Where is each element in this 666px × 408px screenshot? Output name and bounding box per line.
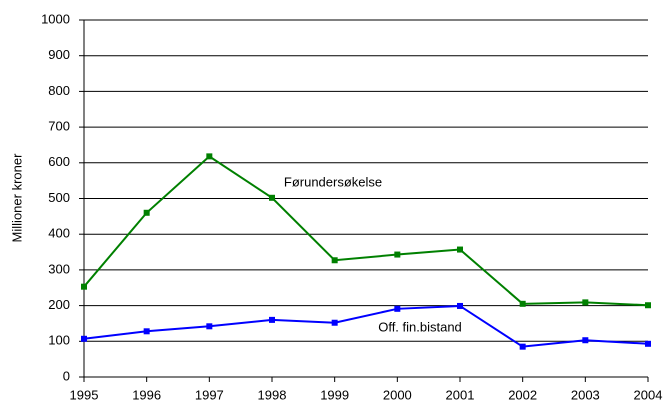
data-point: [81, 283, 87, 290]
data-point: [206, 153, 213, 160]
y-tick-label: 900: [48, 47, 70, 62]
x-tick-label: 2004: [634, 387, 663, 402]
x-tick-label: 2001: [446, 387, 475, 402]
series-label: Førundersøkelse: [284, 174, 382, 189]
data-point: [331, 257, 338, 264]
x-tick-label: 2003: [571, 387, 600, 402]
x-tick-label: 2000: [383, 387, 412, 402]
x-tick-label: 1999: [320, 387, 349, 402]
y-tick-label: 300: [48, 261, 70, 276]
data-point: [645, 340, 651, 347]
data-point: [645, 302, 651, 309]
x-tick-label: 1997: [195, 387, 224, 402]
y-tick-label: 800: [48, 83, 70, 98]
data-point: [81, 335, 87, 342]
data-point: [457, 246, 463, 253]
y-tick-label: 0: [63, 368, 70, 383]
y-tick-label: 400: [48, 226, 70, 241]
data-point: [143, 328, 150, 335]
data-point: [331, 319, 338, 326]
x-tick-label: 1995: [70, 387, 99, 402]
data-point: [206, 323, 213, 330]
series-label: Off. fin.bistand: [378, 319, 462, 334]
y-tick-label: 600: [48, 154, 70, 169]
data-point: [269, 316, 275, 323]
series-line: [83, 155, 649, 307]
data-point: [143, 209, 150, 216]
x-tick-label: 1998: [258, 387, 287, 402]
data-point: [269, 194, 275, 201]
data-point: [519, 343, 526, 350]
x-tick-label: 1996: [132, 387, 161, 402]
y-tick-label: 700: [48, 119, 70, 134]
data-point: [582, 337, 589, 344]
y-tick-label: 200: [48, 297, 70, 312]
y-axis-label: Millioner kroner: [9, 153, 24, 243]
data-point: [519, 300, 526, 307]
data-point: [394, 305, 401, 312]
y-tick-label: 100: [48, 333, 70, 348]
x-tick-label: 2002: [508, 387, 537, 402]
data-point: [394, 251, 401, 258]
data-point: [457, 302, 463, 309]
data-point: [582, 299, 589, 306]
y-tick-label: 500: [48, 190, 70, 205]
series-line: [83, 304, 649, 348]
y-tick-label: 1000: [41, 11, 70, 26]
